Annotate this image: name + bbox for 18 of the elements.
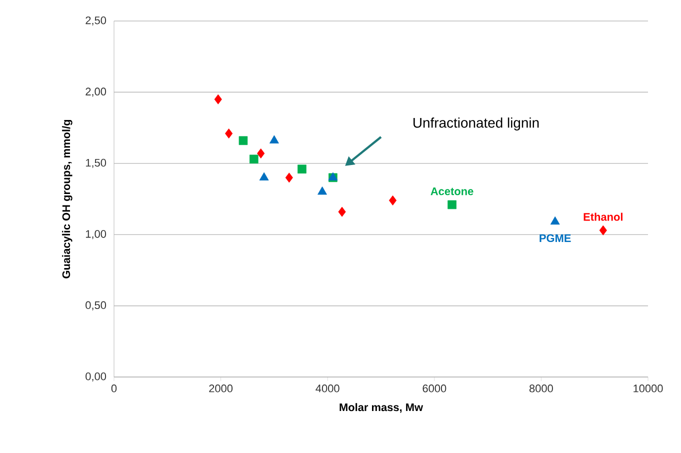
- x-tick-label: 10000: [634, 384, 663, 392]
- y-tick-label: 0,00: [86, 372, 106, 382]
- annotation: Unfractionated lignin: [414, 117, 539, 130]
- y-tick-label: 0,50: [86, 301, 106, 310]
- y-tick-label: 2,50: [86, 16, 106, 26]
- x-tick-label: 4000: [316, 384, 340, 392]
- x-tick-label: 8000: [529, 384, 553, 392]
- series-label: PGME: [540, 234, 571, 242]
- y-tick-label: 2,00: [86, 88, 106, 97]
- x-axis-title: Molar mass, Mw: [340, 403, 424, 413]
- series-label: Acetone: [430, 188, 474, 196]
- y-tick-label: 1,50: [86, 158, 106, 168]
- x-tick-label: 2000: [209, 384, 233, 392]
- y-axis-title: Guaiacylic OH groups, mmol/g: [62, 120, 72, 278]
- x-tick-label: 6000: [422, 384, 446, 392]
- series-label: Ethanol: [584, 212, 622, 221]
- x-tick-label: 0: [111, 384, 117, 392]
- y-tick-label: 1,00: [86, 230, 106, 240]
